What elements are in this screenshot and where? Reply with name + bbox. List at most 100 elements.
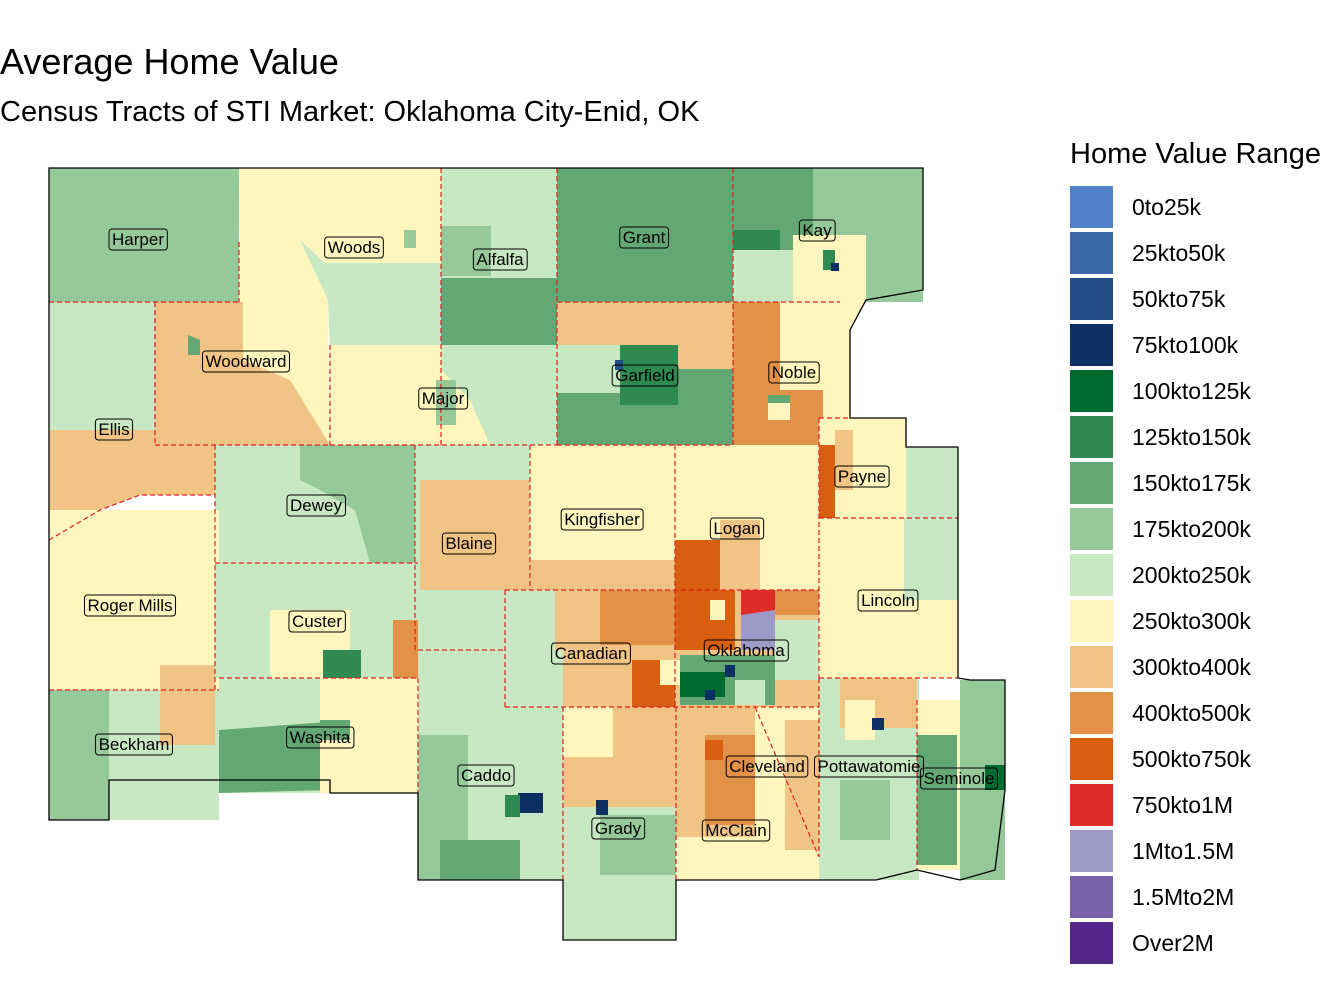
county-label: Woods <box>324 236 384 259</box>
legend-swatch <box>1070 554 1113 596</box>
legend-label: 500kto750k <box>1132 746 1251 772</box>
county-label: Grant <box>619 226 670 249</box>
legend-item: 50kto75k <box>1070 276 1344 322</box>
legend-item: 1.5Mto2M <box>1070 874 1344 920</box>
legend-items: 0to25k 25kto50k 50kto75k 75kto100k 100kto125… <box>1070 184 1344 966</box>
svg-text:Kay: Kay <box>802 221 832 240</box>
county-label: Kay <box>798 219 836 242</box>
legend-label: 400kto500k <box>1132 700 1251 726</box>
legend-swatch <box>1070 462 1113 504</box>
chart-title: Average Home Value <box>0 41 339 82</box>
legend-item: 200kto250k <box>1070 552 1344 598</box>
svg-text:McClain: McClain <box>705 821 766 840</box>
county-label: Seminole <box>920 767 998 790</box>
legend-swatch <box>1070 692 1113 734</box>
legend-item: 75kto100k <box>1070 322 1344 368</box>
county-label: Pottawatomie <box>814 755 924 778</box>
legend-swatch <box>1070 186 1113 228</box>
legend-label: Over2M <box>1132 930 1214 956</box>
legend-label: 50kto75k <box>1132 286 1226 312</box>
legend-label: 175kto200k <box>1132 516 1251 542</box>
legend-swatch <box>1070 784 1113 826</box>
legend-item: 100kto125k <box>1070 368 1344 414</box>
legend-swatch <box>1070 324 1113 366</box>
legend-item: 0to25k <box>1070 184 1344 230</box>
legend-label: 75kto100k <box>1132 332 1239 358</box>
svg-text:Woodward: Woodward <box>206 352 287 371</box>
svg-text:Pottawatomie: Pottawatomie <box>818 757 921 776</box>
county-label: Washita <box>286 726 355 749</box>
tract-fills <box>49 168 1005 940</box>
svg-text:Beckham: Beckham <box>99 735 170 754</box>
svg-text:Canadian: Canadian <box>555 644 628 663</box>
svg-text:Woods: Woods <box>328 238 381 257</box>
county-label: Blaine <box>441 532 497 555</box>
legend-swatch <box>1070 416 1113 458</box>
county-label: Roger Mills <box>83 594 177 617</box>
svg-text:Cleveland: Cleveland <box>729 757 805 776</box>
legend-swatch <box>1070 922 1113 964</box>
svg-text:Dewey: Dewey <box>290 496 342 515</box>
county-label: Payne <box>834 465 890 488</box>
county-label: Alfalfa <box>472 248 528 271</box>
county-label: Grady <box>591 817 646 840</box>
svg-text:Garfield: Garfield <box>615 366 675 385</box>
svg-text:Caddo: Caddo <box>461 766 511 785</box>
svg-text:Oklahoma: Oklahoma <box>707 641 785 660</box>
county-label: Beckham <box>95 733 173 756</box>
county-label: Dewey <box>286 494 346 517</box>
county-label: Logan <box>709 517 765 540</box>
legend-title: Home Value Range <box>1070 138 1321 170</box>
legend-label: 750kto1M <box>1132 792 1234 818</box>
svg-text:Washita: Washita <box>290 728 351 747</box>
svg-text:Alfalfa: Alfalfa <box>476 250 524 269</box>
svg-text:Blaine: Blaine <box>445 534 492 553</box>
county-label: McClain <box>701 819 771 842</box>
legend-label: 300kto400k <box>1132 654 1251 680</box>
svg-text:Ellis: Ellis <box>98 420 129 439</box>
county-label: Harper <box>108 228 168 251</box>
svg-text:Harper: Harper <box>112 230 164 249</box>
county-label: Cleveland <box>725 755 809 778</box>
svg-text:Payne: Payne <box>838 467 886 486</box>
county-label: Custer <box>288 610 346 633</box>
legend-swatch <box>1070 370 1113 412</box>
legend-item: 125kto150k <box>1070 414 1344 460</box>
legend-item: 750kto1M <box>1070 782 1344 828</box>
legend-item: 1Mto1.5M <box>1070 828 1344 874</box>
legend-swatch <box>1070 830 1113 872</box>
county-label: Noble <box>768 361 820 384</box>
legend-label: 1Mto1.5M <box>1132 838 1235 864</box>
county-labels: Harper Woods Alfalfa Grant Kay Woodward Major G… <box>83 219 998 842</box>
legend-swatch <box>1070 646 1113 688</box>
legend-item: 400kto500k <box>1070 690 1344 736</box>
svg-text:Major: Major <box>422 389 465 408</box>
chart-subtitle: Census Tracts of STI Market: Oklahoma Ci… <box>0 96 700 128</box>
svg-text:Kingfisher: Kingfisher <box>564 510 640 529</box>
legend-item: Over2M <box>1070 920 1344 966</box>
county-label: Oklahoma <box>703 639 789 662</box>
legend-item: 150kto175k <box>1070 460 1344 506</box>
svg-text:Noble: Noble <box>772 363 816 382</box>
legend-label: 150kto175k <box>1132 470 1251 496</box>
county-label: Canadian <box>551 642 631 665</box>
legend-label: 100kto125k <box>1132 378 1251 404</box>
legend: Home Value Range 0to25k 25kto50k 50kto75k 7… <box>1070 136 1344 966</box>
legend-item: 300kto400k <box>1070 644 1344 690</box>
legend-label: 25kto50k <box>1132 240 1226 266</box>
svg-text:Custer: Custer <box>292 612 342 631</box>
county-label: Garfield <box>611 364 679 387</box>
county-borders <box>48 168 958 880</box>
county-label: Ellis <box>94 418 134 441</box>
legend-label: 0to25k <box>1132 194 1202 220</box>
legend-label: 250kto300k <box>1132 608 1251 634</box>
county-label: Major <box>418 387 469 410</box>
legend-label: 125kto150k <box>1132 424 1251 450</box>
legend-item: 250kto300k <box>1070 598 1344 644</box>
county-label: Lincoln <box>857 589 919 612</box>
legend-swatch <box>1070 876 1113 918</box>
choropleth-map: Harper Woods Alfalfa Grant Kay Woodward Major G… <box>48 167 1006 941</box>
legend-swatch <box>1070 232 1113 274</box>
legend-item: 500kto750k <box>1070 736 1344 782</box>
legend-swatch <box>1070 600 1113 642</box>
